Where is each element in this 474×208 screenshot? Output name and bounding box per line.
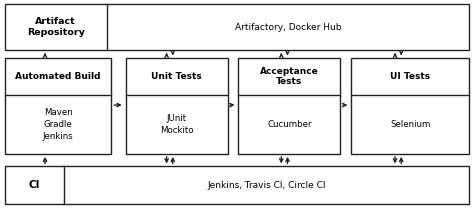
Bar (238, 58, 340, 154)
Text: Acceptance
Tests: Acceptance Tests (260, 67, 319, 86)
Text: CI: CI (28, 180, 40, 190)
Bar (5, 58, 111, 154)
Text: Unit Tests: Unit Tests (151, 72, 202, 81)
Text: Artifact
Repository: Artifact Repository (27, 17, 85, 37)
Bar (126, 58, 228, 154)
Text: Jenkins, Travis CI, Circle CI: Jenkins, Travis CI, Circle CI (207, 181, 326, 190)
Text: Automated Build: Automated Build (15, 72, 101, 81)
Text: UI Tests: UI Tests (390, 72, 430, 81)
Text: JUnit
Mockito: JUnit Mockito (160, 114, 193, 135)
Text: Cucumber: Cucumber (267, 120, 311, 129)
Text: Artifactory, Docker Hub: Artifactory, Docker Hub (235, 22, 341, 32)
Bar (351, 58, 469, 154)
Bar (5, 4, 469, 50)
Text: Maven
Gradle
Jenkins: Maven Gradle Jenkins (43, 108, 73, 141)
Bar (5, 166, 469, 204)
Text: Selenium: Selenium (390, 120, 430, 129)
